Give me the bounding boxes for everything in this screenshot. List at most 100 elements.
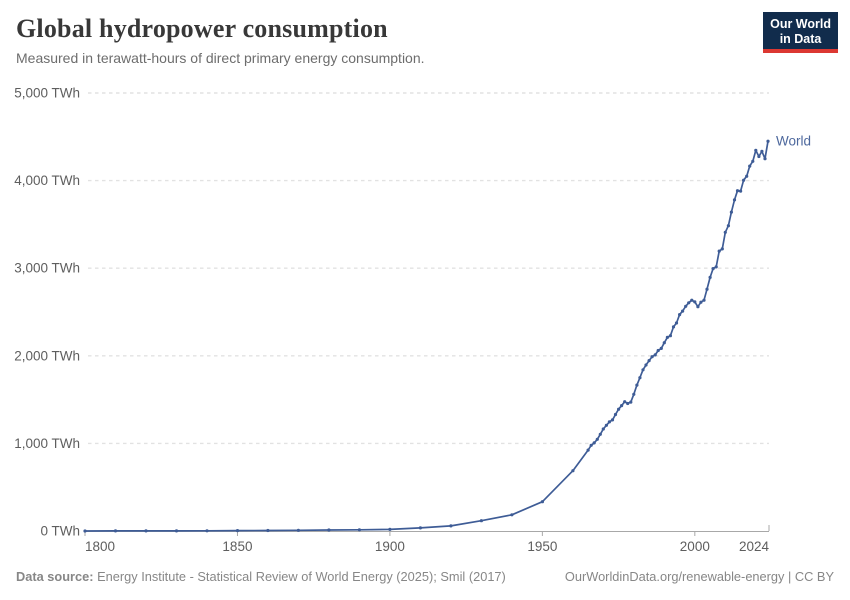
data-point-marker bbox=[653, 353, 657, 357]
owid-logo-line2: in Data bbox=[779, 31, 822, 46]
data-point-marker bbox=[641, 368, 645, 372]
data-point-marker bbox=[757, 154, 761, 159]
data-point-marker bbox=[687, 301, 691, 305]
data-point-marker bbox=[592, 441, 596, 445]
data-point-marker bbox=[174, 529, 179, 533]
owid-logo-line1: Our World bbox=[770, 17, 831, 31]
y-axis-tick-label: 3,000 TWh bbox=[14, 261, 80, 276]
data-point-marker bbox=[711, 267, 715, 271]
data-point-marker bbox=[144, 529, 148, 533]
y-axis-tick-label: 5,000 TWh bbox=[14, 86, 80, 101]
data-point-marker bbox=[699, 300, 703, 304]
data-point-marker bbox=[665, 335, 670, 339]
y-axis-tick-label: 1,000 TWh bbox=[14, 436, 80, 451]
data-point-marker bbox=[717, 249, 721, 253]
data-point-marker bbox=[714, 265, 718, 269]
data-point-marker bbox=[601, 427, 605, 431]
data-source-note: Data source: Energy Institute - Statisti… bbox=[16, 569, 506, 584]
data-point-marker bbox=[510, 513, 514, 517]
data-point-marker bbox=[751, 159, 755, 163]
data-point-marker bbox=[610, 418, 615, 422]
data-point-marker bbox=[763, 157, 767, 161]
data-point-marker bbox=[644, 363, 648, 367]
data-point-marker bbox=[729, 210, 734, 214]
data-point-marker bbox=[678, 313, 682, 317]
data-point-marker bbox=[479, 519, 483, 523]
data-point-marker bbox=[629, 400, 633, 404]
data-point-marker bbox=[732, 198, 737, 202]
data-point-marker bbox=[113, 529, 118, 533]
data-point-marker bbox=[659, 346, 663, 350]
data-point-marker bbox=[684, 304, 688, 308]
data-point-marker bbox=[739, 189, 743, 193]
data-point-marker bbox=[613, 412, 618, 417]
data-point-marker bbox=[607, 420, 612, 424]
data-point-marker bbox=[748, 164, 752, 168]
data-point-marker bbox=[357, 528, 361, 532]
data-point-marker bbox=[656, 348, 660, 353]
data-point-marker bbox=[388, 527, 392, 532]
data-point-marker bbox=[671, 325, 676, 329]
data-point-marker bbox=[705, 287, 709, 291]
data-point-marker bbox=[650, 355, 654, 359]
chart-footer: Data source: Energy Institute - Statisti… bbox=[16, 569, 834, 584]
x-axis-tick-label: 2024 bbox=[739, 539, 770, 554]
data-point-marker bbox=[674, 321, 679, 325]
data-point-marker bbox=[726, 224, 731, 228]
data-point-marker bbox=[720, 247, 724, 251]
data-point-marker bbox=[540, 500, 545, 504]
chart-title: Global hydropower consumption bbox=[16, 14, 388, 43]
data-point-marker bbox=[638, 376, 642, 380]
owid-logo: Our World in Data bbox=[763, 12, 838, 53]
data-source-label: Data source: bbox=[16, 569, 94, 584]
data-point-marker bbox=[205, 529, 209, 533]
data-point-marker bbox=[626, 401, 630, 406]
data-point-marker bbox=[418, 526, 422, 530]
data-point-marker bbox=[745, 174, 749, 178]
y-axis-tick-label: 2,000 TWh bbox=[14, 348, 80, 363]
data-point-marker bbox=[571, 469, 575, 473]
data-point-marker bbox=[632, 392, 636, 396]
data-point-marker bbox=[595, 437, 599, 441]
y-axis-tick-label: 0 TWh bbox=[40, 524, 80, 539]
data-point-marker bbox=[604, 423, 609, 427]
footer-url[interactable]: OurWorldinData.org/renewable-energy | CC… bbox=[564, 569, 834, 584]
data-point-marker bbox=[623, 400, 627, 404]
series-label-world[interactable]: World bbox=[776, 134, 811, 149]
data-point-marker bbox=[702, 298, 706, 302]
y-axis-tick-label: 4,000 TWh bbox=[14, 173, 80, 188]
data-point-marker bbox=[296, 528, 300, 532]
data-point-marker bbox=[635, 383, 639, 387]
data-point-marker bbox=[766, 139, 770, 143]
data-point-marker bbox=[681, 309, 685, 313]
x-axis-tick-label: 1950 bbox=[527, 539, 557, 554]
data-point-marker bbox=[742, 178, 746, 182]
x-axis-tick-label: 1900 bbox=[375, 539, 405, 554]
data-point-marker bbox=[754, 148, 758, 152]
data-point-marker bbox=[693, 300, 697, 304]
data-point-marker bbox=[266, 528, 270, 533]
data-point-marker bbox=[662, 341, 666, 345]
data-point-marker bbox=[83, 529, 87, 533]
world-series-line[interactable] bbox=[84, 140, 769, 532]
data-point-marker bbox=[668, 334, 673, 338]
x-axis-tick-label: 2000 bbox=[680, 539, 710, 554]
data-source-text: Energy Institute - Statistical Review of… bbox=[97, 569, 506, 584]
data-point-marker bbox=[620, 404, 624, 408]
data-point-marker bbox=[696, 305, 700, 309]
chart-subtitle: Measured in terawatt-hours of direct pri… bbox=[16, 50, 425, 66]
data-point-marker bbox=[760, 149, 764, 153]
data-point-marker bbox=[690, 298, 694, 302]
x-axis-tick-label: 1800 bbox=[85, 539, 115, 554]
data-point-marker bbox=[235, 529, 240, 533]
data-point-marker bbox=[449, 524, 453, 528]
data-point-marker bbox=[589, 443, 593, 447]
data-point-marker bbox=[586, 448, 590, 452]
data-point-marker bbox=[598, 432, 602, 436]
data-point-marker bbox=[708, 275, 712, 279]
data-point-marker bbox=[617, 407, 621, 411]
x-axis-tick-label: 1850 bbox=[222, 539, 252, 554]
data-point-marker bbox=[327, 528, 331, 532]
